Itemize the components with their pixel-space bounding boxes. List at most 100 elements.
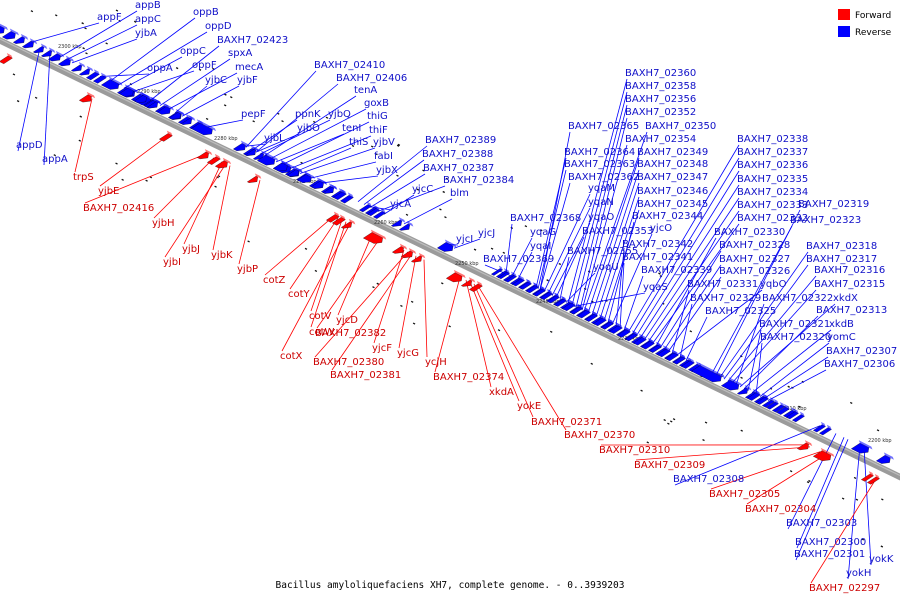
gene-label[interactable]: cotZ: [263, 275, 286, 286]
gene-label[interactable]: BAXH7_02358: [625, 81, 696, 92]
reverse-gene[interactable]: [30, 43, 49, 55]
gene-label[interactable]: yqaO: [588, 212, 614, 223]
gene-label[interactable]: thiF: [369, 125, 388, 136]
gene-label[interactable]: BAXH7_02328: [719, 240, 790, 251]
gene-label[interactable]: fabI: [374, 151, 393, 162]
reverse-gene[interactable]: [789, 411, 806, 423]
reverse-gene[interactable]: [488, 265, 504, 276]
gene-label[interactable]: yqaS: [643, 282, 668, 293]
reverse-gene[interactable]: [495, 269, 511, 280]
forward-gene[interactable]: [244, 173, 263, 184]
gene-label[interactable]: BAXH7_02316: [814, 265, 885, 276]
gene-label[interactable]: BAXH7_02352: [625, 107, 696, 118]
gene-label[interactable]: yokK: [869, 554, 894, 565]
gene-label[interactable]: yjbQ: [328, 109, 351, 120]
reverse-gene[interactable]: [76, 65, 95, 77]
gene-label[interactable]: xkdA: [489, 387, 514, 398]
forward-gene[interactable]: [864, 474, 881, 485]
reverse-gene[interactable]: [614, 326, 632, 338]
forward-gene[interactable]: [389, 243, 409, 256]
gene-label[interactable]: appB: [135, 0, 161, 11]
gene-label[interactable]: oppF: [192, 60, 217, 71]
reverse-gene[interactable]: [388, 217, 407, 228]
reverse-gene[interactable]: [662, 350, 680, 361]
gene-label[interactable]: mecA: [235, 62, 263, 73]
reverse-gene[interactable]: [250, 150, 269, 161]
gene-label[interactable]: BAXH7_02310: [599, 445, 670, 456]
reverse-gene[interactable]: [759, 397, 776, 408]
forward-gene[interactable]: [458, 277, 477, 288]
gene-label[interactable]: BAXH7_02380: [313, 357, 384, 368]
gene-label[interactable]: thiG: [367, 111, 388, 122]
reverse-gene[interactable]: [364, 205, 381, 216]
gene-label[interactable]: oppA: [147, 63, 173, 74]
reverse-gene[interactable]: [45, 50, 66, 63]
reverse-gene[interactable]: [773, 403, 791, 415]
gene-label[interactable]: BAXH7_02382: [315, 328, 386, 339]
reverse-gene[interactable]: [337, 192, 355, 204]
gene-label[interactable]: yjcC: [412, 184, 433, 195]
gene-label[interactable]: cotX: [280, 351, 303, 362]
gene-label[interactable]: BAXH7_02307: [826, 346, 897, 357]
forward-gene[interactable]: [76, 91, 97, 104]
reverse-gene[interactable]: [55, 55, 76, 68]
reverse-gene[interactable]: [678, 357, 696, 369]
gene-label[interactable]: BAXH7_02341: [622, 252, 693, 263]
reverse-gene[interactable]: [509, 275, 526, 287]
gene-label[interactable]: xkdX: [833, 293, 858, 304]
reverse-gene[interactable]: [810, 421, 827, 433]
gene-label[interactable]: BAXH7_02354: [625, 134, 696, 145]
gene-label[interactable]: yqaI: [530, 241, 551, 252]
forward-gene[interactable]: [323, 211, 341, 223]
reverse-gene[interactable]: [551, 296, 568, 307]
reverse-gene[interactable]: [670, 353, 687, 365]
reverse-gene[interactable]: [284, 166, 304, 179]
reverse-gene[interactable]: [0, 23, 10, 36]
reverse-gene[interactable]: [254, 152, 280, 167]
gene-label[interactable]: BAXH7_02342: [622, 239, 693, 250]
gene-label[interactable]: xkdB: [829, 319, 854, 330]
reverse-gene[interactable]: [19, 38, 39, 50]
forward-gene[interactable]: [360, 229, 388, 246]
gene-label[interactable]: appC: [135, 14, 161, 25]
gene-label[interactable]: yjbL: [264, 133, 285, 144]
gene-label[interactable]: yjbH: [152, 218, 175, 229]
gene-label[interactable]: trpS: [73, 172, 94, 183]
reverse-gene[interactable]: [178, 115, 197, 126]
gene-label[interactable]: oppC: [180, 46, 206, 57]
gene-label[interactable]: thiS: [349, 137, 368, 148]
gene-label[interactable]: BAXH7_02368: [510, 213, 581, 224]
gene-label[interactable]: BAXH7_02322: [762, 293, 833, 304]
gene-label[interactable]: BAXH7_02387: [423, 163, 494, 174]
forward-gene[interactable]: [466, 280, 484, 292]
gene-label[interactable]: yjbI: [163, 257, 181, 268]
reverse-gene[interactable]: [544, 292, 561, 304]
reverse-gene[interactable]: [396, 221, 415, 232]
reverse-gene[interactable]: [606, 322, 624, 334]
reverse-gene[interactable]: [370, 208, 387, 219]
gene-label[interactable]: yjcI: [456, 234, 473, 245]
reverse-gene[interactable]: [154, 103, 176, 117]
gene-label[interactable]: BAXH7_02388: [422, 149, 493, 160]
gene-label[interactable]: BAXH7_02347: [637, 172, 708, 183]
gene-label[interactable]: BAXH7_02406: [336, 73, 407, 84]
forward-gene[interactable]: [0, 53, 14, 64]
reverse-gene[interactable]: [848, 440, 874, 455]
reverse-gene[interactable]: [230, 140, 251, 153]
reverse-gene[interactable]: [574, 307, 592, 319]
gene-label[interactable]: BAXH7_02301: [794, 549, 865, 560]
gene-label[interactable]: tenA: [354, 85, 377, 96]
reverse-gene[interactable]: [131, 92, 152, 105]
reverse-gene[interactable]: [502, 272, 518, 283]
gene-label[interactable]: BAXH7_02364: [564, 147, 635, 158]
reverse-gene[interactable]: [582, 311, 599, 322]
gene-label[interactable]: spxA: [228, 48, 252, 59]
forward-gene[interactable]: [338, 218, 357, 230]
gene-label[interactable]: BAXH7_02305: [709, 489, 780, 500]
gene-label[interactable]: BAXH7_02335: [737, 174, 808, 185]
reverse-gene[interactable]: [0, 28, 21, 42]
gene-label[interactable]: yjcJ: [478, 228, 495, 239]
forward-gene[interactable]: [408, 252, 427, 264]
gene-label[interactable]: BAXH7_02363: [564, 159, 635, 170]
reverse-gene[interactable]: [10, 33, 30, 46]
